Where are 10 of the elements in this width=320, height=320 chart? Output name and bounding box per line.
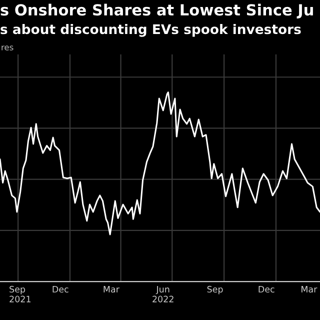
x-tick-label: Dec: [258, 286, 274, 293]
x-tick-label: Mar: [302, 286, 318, 293]
x-tick-label: Sep 2021: [10, 286, 30, 302]
chart-subtitle: s about discounting EVs spook investors: [0, 24, 301, 37]
x-tick-label: Mar: [104, 286, 120, 293]
x-tick-label: Jun 2022: [152, 286, 174, 302]
x-tick-label: Dec: [52, 286, 68, 293]
chart-title: s Onshore Shares at Lowest Since Ju: [0, 4, 313, 18]
text: res: [2, 46, 14, 50]
x-tick-label: Sep: [207, 286, 223, 294]
